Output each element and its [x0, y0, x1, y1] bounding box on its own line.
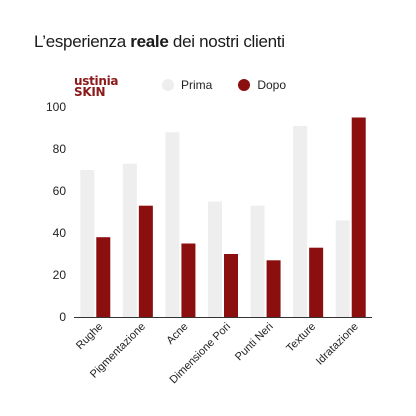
x-tick-label: Texture	[284, 321, 318, 355]
bar-prima	[250, 205, 265, 317]
brand-logo: ustinia skin	[74, 74, 119, 99]
logo-line1: ustinia	[74, 74, 119, 88]
y-tick-label: 40	[53, 226, 67, 240]
bar-dopo	[266, 260, 281, 317]
y-tick-label: 60	[53, 184, 67, 198]
y-tick-label: 80	[53, 142, 67, 156]
logo-line2: skin	[74, 85, 106, 99]
bar-dopo	[138, 205, 153, 317]
legend-item-prima: Prima	[162, 78, 212, 92]
x-tick-label: Idratazione	[314, 321, 361, 368]
bar-prima	[80, 170, 95, 317]
legend-label-dopo: Dopo	[257, 78, 287, 92]
bar-prima	[208, 201, 222, 317]
y-tick-label: 20	[53, 268, 67, 282]
bar-prima	[335, 220, 350, 317]
bar-prima	[122, 163, 137, 317]
y-tick-label: 100	[46, 100, 66, 114]
title-bold: reale	[130, 32, 169, 51]
x-tick-label: Acne	[164, 321, 190, 347]
legend: Prima Dopo	[162, 78, 312, 92]
bar-prima	[293, 125, 308, 318]
title-prefix: L’esperienza	[34, 32, 131, 51]
title-suffix: dei nostri clienti	[168, 32, 285, 51]
legend-item-dopo: Dopo	[238, 78, 286, 92]
bar-dopo	[351, 117, 366, 317]
legend-swatch-prima	[162, 79, 174, 91]
x-tick-label: Punti Neri	[233, 321, 276, 364]
legend-swatch-dopo	[238, 79, 251, 91]
y-tick-label: 0	[59, 310, 66, 324]
x-tick-label: Rughe	[74, 321, 105, 352]
chart-title: L’esperienza reale dei nostri clienti	[34, 32, 285, 52]
bar-prima	[165, 132, 180, 317]
bar-dopo	[309, 247, 324, 317]
bar-dopo	[224, 254, 238, 317]
legend-label-prima: Prima	[181, 78, 213, 92]
bar-dopo	[181, 243, 196, 317]
bar-dopo	[96, 237, 111, 317]
